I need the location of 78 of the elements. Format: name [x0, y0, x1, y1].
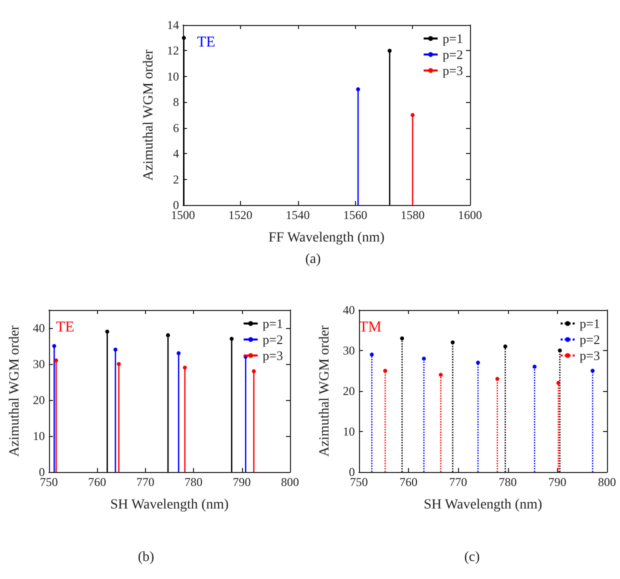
y-tick-label: 2 [173, 172, 179, 186]
x-tick-label: 790 [232, 475, 251, 489]
legend-label: p=2 [580, 332, 600, 347]
y-tick-label: 20 [32, 393, 45, 407]
point [166, 333, 170, 338]
x-axis-title: FF Wavelength (nm) [268, 230, 385, 246]
y-tick-label: 10 [167, 69, 179, 84]
text: (c) [463, 550, 481, 566]
point [400, 336, 404, 340]
point [54, 358, 58, 362]
y-tick-label: 20 [342, 384, 355, 398]
y-tick-label: 40 [342, 303, 355, 317]
y-tick-label: 40 [32, 321, 45, 335]
x-tick-label: 1520 [228, 208, 252, 222]
legend-label: p=1 [442, 31, 464, 46]
x-tick-label: 780 [498, 475, 517, 489]
point [116, 362, 121, 366]
y-tick-label: 10 [32, 429, 45, 443]
y-axis-title: Azimuthal WGM order [8, 325, 22, 457]
point [105, 330, 110, 334]
legend-label: p=1 [580, 316, 600, 331]
x-tick-label: 770 [449, 475, 468, 489]
y-tick-label: 30 [32, 357, 45, 371]
x-tick-label: 800 [281, 475, 299, 489]
legend-label: p=2 [262, 332, 284, 347]
y-tick-label: 14 [167, 18, 179, 32]
x-tick-label: 790 [548, 475, 566, 489]
point [503, 344, 508, 348]
point [176, 351, 181, 356]
legend-label: p=3 [262, 348, 284, 363]
point [495, 376, 500, 381]
x-tick-label: 800 [598, 475, 616, 489]
x-axis-title: SH Wavelength (nm) [110, 498, 229, 512]
point [52, 344, 56, 348]
y-tick-label: 10 [342, 424, 355, 438]
point [476, 360, 480, 365]
legend-label: p=3 [442, 63, 464, 78]
y-tick-label: 8 [173, 95, 179, 110]
y-axis-title: Azimuthal WGM order [318, 325, 332, 457]
text: (a) [304, 252, 322, 268]
text: (b) [136, 550, 156, 566]
x-tick-label: 760 [400, 475, 418, 489]
y-tick-label: 4 [173, 146, 179, 161]
annotation: TE [197, 34, 216, 50]
point [558, 348, 562, 352]
x-tick-label: 1540 [286, 208, 310, 222]
point [532, 364, 537, 369]
point [230, 336, 234, 341]
x-tick-label: 780 [184, 475, 203, 489]
point [356, 87, 360, 92]
point [182, 366, 187, 370]
point [252, 369, 256, 374]
annotation: TE [56, 320, 74, 336]
point [450, 340, 455, 344]
x-tick-label: 1560 [343, 208, 368, 222]
point [383, 368, 388, 373]
y-tick-label: 6 [173, 120, 179, 135]
legend-label: p=3 [580, 348, 600, 363]
x-tick-label: 760 [88, 475, 106, 489]
y-axis-title: Azimuthal WGM order [142, 49, 157, 181]
point [388, 48, 392, 53]
x-tick-label: 1600 [458, 208, 482, 222]
x-tick-label: 1580 [400, 208, 425, 222]
point [422, 356, 426, 361]
point [438, 372, 443, 377]
legend-label: p=2 [442, 47, 464, 62]
point [182, 36, 186, 40]
y-tick-label: 12 [167, 44, 179, 58]
annotation: TM [359, 320, 382, 336]
x-axis-title: SH Wavelength (nm) [424, 498, 542, 512]
x-tick-label: 770 [136, 475, 154, 489]
point [556, 380, 560, 385]
point [113, 348, 118, 352]
point [590, 368, 595, 373]
point [370, 352, 374, 357]
legend-label: p=1 [262, 316, 284, 331]
point [410, 113, 415, 117]
y-tick-label: 30 [342, 344, 355, 358]
